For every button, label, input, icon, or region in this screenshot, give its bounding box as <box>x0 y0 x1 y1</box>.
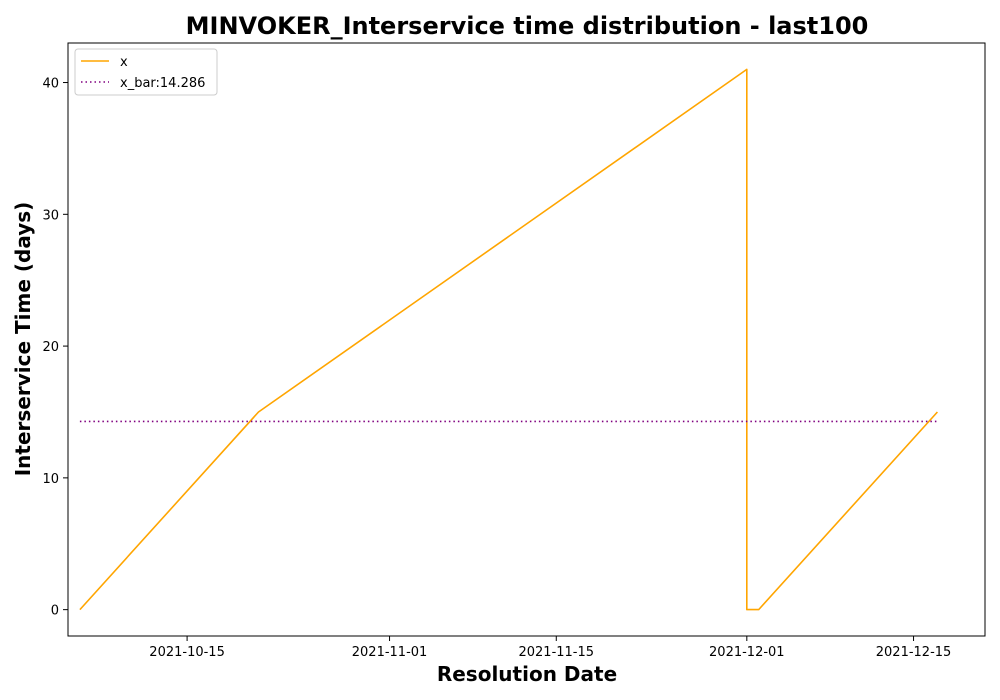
y-tick-label: 20 <box>42 340 59 355</box>
plot-area <box>67 42 986 637</box>
chart-title: MINVOKER_Interservice time distribution … <box>186 12 869 40</box>
x-tick-label: 2021-12-01 <box>709 645 785 660</box>
y-axis: 0 10 20 30 40 <box>42 77 68 619</box>
x-axis-label: Resolution Date <box>437 662 617 686</box>
legend: x x_bar:14.286 <box>74 48 218 96</box>
y-tick-label: 30 <box>42 208 59 223</box>
x-tick-label: 2021-10-15 <box>149 645 225 660</box>
x-tick-label: 2021-11-15 <box>518 645 594 660</box>
legend-box <box>74 48 218 96</box>
x-axis: 2021-10-15 2021-11-01 2021-11-15 2021-12-01… <box>149 636 951 660</box>
x-tick-label: 2021-11-01 <box>352 645 428 660</box>
legend-label-x-bar: x_bar:14.286 <box>120 76 205 91</box>
y-tick-label: 0 <box>51 604 59 619</box>
series-line-x <box>79 68 938 611</box>
y-tick-label: 10 <box>42 472 59 487</box>
y-tick-label: 40 <box>42 77 59 92</box>
plot-frame <box>67 42 986 637</box>
legend-label-x: x <box>120 55 128 70</box>
x-tick-label: 2021-12-15 <box>876 645 952 660</box>
y-axis-label: Interservice Time (days) <box>11 202 35 477</box>
series-layer <box>79 68 938 611</box>
